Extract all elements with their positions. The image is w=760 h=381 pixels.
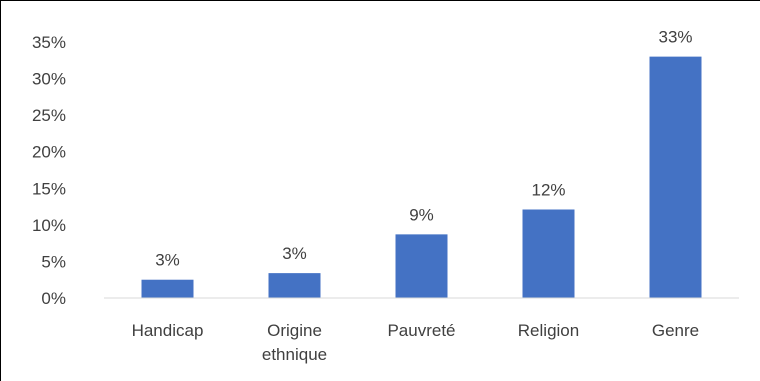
data-label: 3%: [282, 244, 307, 263]
y-tick-label: 15%: [32, 179, 66, 198]
x-tick-label: Handicap: [132, 321, 204, 340]
data-labels: 3% 3% 9% 12% 33%: [155, 28, 692, 270]
data-label: 3%: [155, 251, 180, 270]
y-tick-label: 35%: [32, 33, 66, 52]
y-tick-label: 20%: [32, 143, 66, 162]
x-tick-label: Genre: [652, 321, 699, 340]
bars: [141, 56, 702, 298]
bar: [141, 279, 194, 298]
y-tick-label: 25%: [32, 106, 66, 125]
data-label: 33%: [658, 28, 692, 47]
bar: [649, 56, 702, 298]
y-tick-label: 0%: [41, 289, 66, 308]
y-tick-label: 10%: [32, 216, 66, 235]
x-tick-label: ethnique: [262, 345, 327, 364]
x-axis: Handicap Origine ethnique Pauvreté Religion G…: [132, 321, 700, 364]
bar: [395, 234, 448, 298]
x-tick-label: Religion: [518, 321, 579, 340]
x-tick-label: Pauvreté: [387, 321, 455, 340]
y-tick-label: 5%: [41, 252, 66, 271]
x-tick-label: Origine: [267, 321, 322, 340]
bar: [268, 273, 321, 298]
bar: [522, 209, 575, 298]
y-tick-label: 30%: [32, 70, 66, 89]
data-label: 12%: [531, 180, 565, 199]
data-label: 9%: [409, 205, 434, 224]
y-axis: 0% 5% 10% 15% 20% 25% 30% 35%: [32, 33, 66, 308]
